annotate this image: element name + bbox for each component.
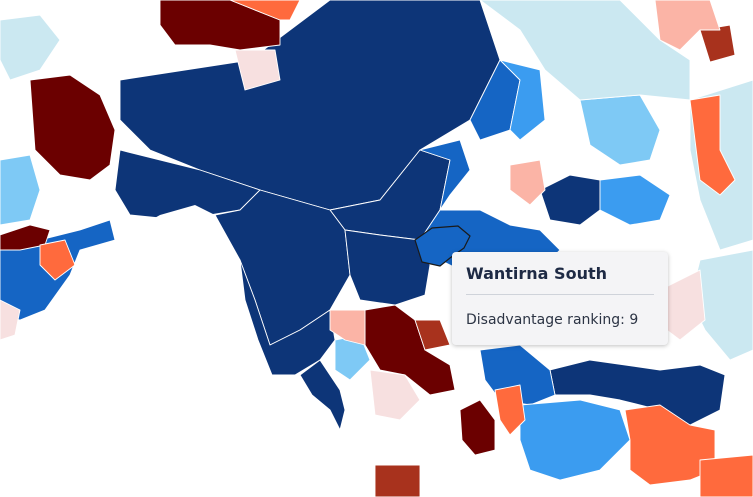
region-orange-south-mid[interactable] — [494, 384, 526, 436]
port-phillip-bay — [0, 205, 345, 497]
region-light-blue-southeast[interactable] — [519, 399, 631, 481]
region-wantirna-south[interactable] — [414, 225, 471, 267]
region-navy-central-east[interactable] — [344, 229, 431, 306]
region-orange-west[interactable] — [39, 239, 76, 281]
region-pale-blue-northeast[interactable] — [479, 0, 691, 101]
region-brick-south[interactable] — [414, 319, 451, 351]
region-brick-far-south[interactable] — [374, 464, 421, 497]
region-maroon-northwest[interactable] — [29, 74, 116, 181]
region-blue-east-1[interactable] — [419, 139, 471, 211]
region-pale-blue-north-west[interactable] — [0, 14, 61, 81]
tooltip-label: Disadvantage ranking: — [466, 312, 625, 328]
region-light-blue-east-mid[interactable] — [599, 174, 671, 226]
tooltip-body: Disadvantage ranking: 9 — [466, 311, 654, 329]
region-maroon-north-east[interactable] — [699, 24, 736, 63]
region-orange-far-southeast[interactable] — [699, 454, 753, 497]
region-salmon-northeast[interactable] — [654, 0, 721, 51]
region-pink-north[interactable] — [234, 49, 281, 91]
region-light-blue-east[interactable] — [499, 59, 546, 141]
region-orange-north[interactable] — [229, 0, 301, 21]
tooltip-value: 9 — [629, 312, 639, 328]
tooltip-divider — [466, 294, 654, 295]
region-tooltip: Wantirna South Disadvantage ranking: 9 — [452, 252, 668, 345]
region-orange-north-northeast[interactable] — [689, 94, 736, 196]
region-salmon-east[interactable] — [509, 159, 546, 206]
region-salmon-south[interactable] — [329, 309, 366, 346]
tooltip-title: Wantirna South — [466, 264, 607, 283]
region-maroon-far-south[interactable] — [459, 399, 496, 456]
region-sky-west[interactable] — [0, 154, 41, 226]
region-pink-south[interactable] — [369, 369, 421, 421]
region-navy-east-far[interactable] — [549, 359, 726, 426]
region-maroon-south-cluster[interactable] — [364, 304, 456, 396]
